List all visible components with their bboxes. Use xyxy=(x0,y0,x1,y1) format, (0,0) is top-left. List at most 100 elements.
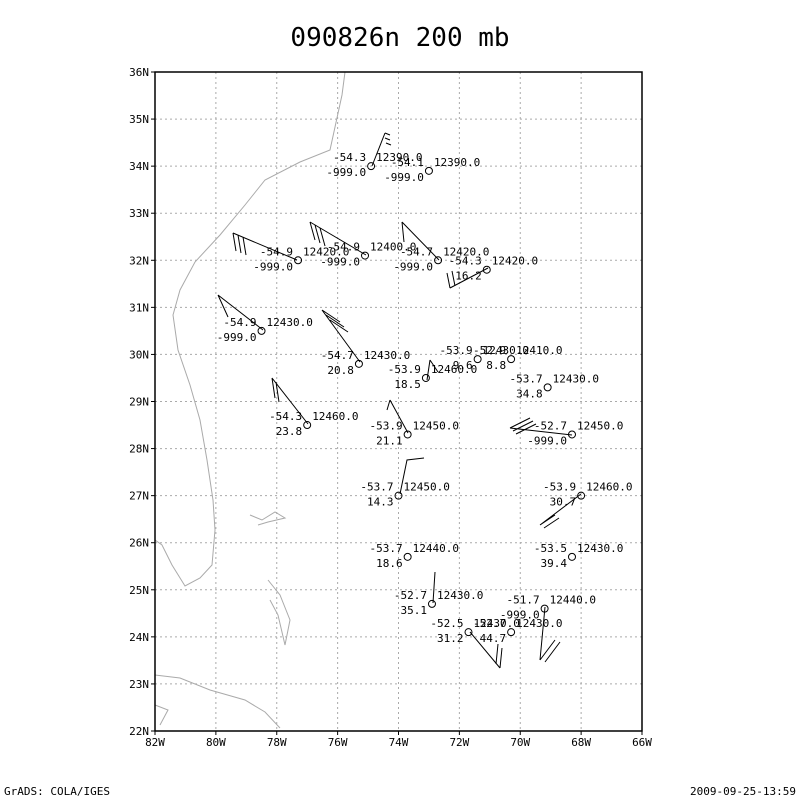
station-dewpoint: 35.1 xyxy=(400,604,427,617)
station-dewpoint: -999.0 xyxy=(393,260,433,273)
station-temp: -53.7 xyxy=(360,481,393,494)
y-tick-label: 28N xyxy=(129,443,149,456)
station-temp: -52.5 xyxy=(430,617,463,630)
station-temp: -54.3 xyxy=(333,151,366,164)
station-dewpoint: 34.8 xyxy=(516,387,543,400)
station-dewpoint: -999.0 xyxy=(253,260,293,273)
station-height: 12460.0 xyxy=(312,410,358,423)
y-tick-label: 27N xyxy=(129,490,149,503)
station-temp: -54.3 xyxy=(449,255,482,268)
station-temp: -53.7 xyxy=(510,372,543,385)
station-height: 12400.0 xyxy=(370,241,416,254)
station-dewpoint: -999.0 xyxy=(320,256,360,269)
station-height: 12460.0 xyxy=(431,363,477,376)
y-tick-label: 32N xyxy=(129,254,149,267)
station-height: 12430.0 xyxy=(474,617,520,630)
station-dewpoint: -999.0 xyxy=(527,434,567,447)
station-dewpoint: 20.8 xyxy=(327,364,354,377)
station-height: 12420.0 xyxy=(443,245,489,258)
station-temp: -52.7 xyxy=(394,589,427,602)
station-temp: -53.5 xyxy=(534,542,567,555)
station-marker xyxy=(424,166,433,175)
station-dewpoint: 23.8 xyxy=(276,425,303,438)
station-marker xyxy=(354,359,363,368)
y-tick-label: 24N xyxy=(129,631,149,644)
station-height: 12450.0 xyxy=(413,419,459,432)
station-marker xyxy=(403,430,412,439)
y-tick-label: 35N xyxy=(129,113,149,126)
station-marker xyxy=(394,491,403,500)
y-tick-label: 36N xyxy=(129,66,149,79)
x-tick-label: 78W xyxy=(267,736,287,749)
station-temp: -54.3 xyxy=(269,410,302,423)
x-tick-label: 76W xyxy=(328,736,348,749)
station-dewpoint: 16.2 xyxy=(455,270,482,283)
y-tick-label: 34N xyxy=(129,160,149,173)
station-dewpoint: 18.6 xyxy=(376,557,403,570)
station-temp: -53.9 xyxy=(543,481,576,494)
station-height: 12420.0 xyxy=(303,245,349,258)
y-tick-label: 25N xyxy=(129,584,149,597)
wind-barbs xyxy=(217,132,582,669)
station-height: 12430.0 xyxy=(516,617,562,630)
station-temp: -52.9 xyxy=(473,344,506,357)
station-marker xyxy=(303,421,312,430)
station-temp: -52.7 xyxy=(534,419,567,432)
station-temp: -54.1 xyxy=(391,156,424,169)
station-height: 12430.0 xyxy=(553,372,599,385)
station-temp: -53.9 xyxy=(388,363,421,376)
y-tick-label: 22N xyxy=(129,725,149,738)
station-dewpoint: 39.4 xyxy=(540,557,567,570)
station-temp: -51.7 xyxy=(506,594,539,607)
station-temp: -54.9 xyxy=(223,316,256,329)
station-height: 12410.0 xyxy=(516,344,562,357)
station-marker xyxy=(361,251,370,260)
frame xyxy=(154,71,643,732)
station-marker xyxy=(367,162,376,171)
station-dewpoint: -999.0 xyxy=(326,166,366,179)
station-dewpoint: 31.2 xyxy=(437,632,464,645)
station-dewpoint: 8.8 xyxy=(486,359,506,372)
station-temp: -54.9 xyxy=(327,241,360,254)
y-tick-label: 30N xyxy=(129,348,149,361)
station-temp: -53.9 xyxy=(440,344,473,357)
station-marker xyxy=(421,373,430,382)
station-marker xyxy=(577,491,586,500)
coastline xyxy=(154,71,346,729)
x-tick-label: 68W xyxy=(571,736,591,749)
station-temp: -54.9 xyxy=(260,245,293,258)
station-temp: -53.7 xyxy=(370,542,403,555)
x-tick-label: 66W xyxy=(632,736,652,749)
station-height: 12440.0 xyxy=(413,542,459,555)
station-dewpoint: 44.7 xyxy=(480,632,507,645)
station-height: 12430.0 xyxy=(267,316,313,329)
station-dewpoint: -999.0 xyxy=(217,331,257,344)
y-tick-label: 26N xyxy=(129,537,149,550)
footer-left: GrADS: COLA/IGES xyxy=(4,785,110,798)
x-tick-label: 72W xyxy=(449,736,469,749)
station-dewpoint: 14.3 xyxy=(367,496,394,509)
x-tick-label: 74W xyxy=(389,736,409,749)
station-height: 12440.0 xyxy=(550,594,596,607)
station-marker xyxy=(543,383,552,392)
station-height: 12450.0 xyxy=(404,481,450,494)
y-tick-label: 31N xyxy=(129,301,149,314)
station-temp: -53.9 xyxy=(370,419,403,432)
station-marker xyxy=(540,604,549,613)
station-marker xyxy=(567,430,576,439)
station-height: 12390.0 xyxy=(376,151,422,164)
station-dewpoint: -999.0 xyxy=(500,609,540,622)
station-marker xyxy=(482,265,491,274)
y-tick-label: 33N xyxy=(129,207,149,220)
station-temp: -52.7 xyxy=(473,617,506,630)
station-marker xyxy=(403,552,412,561)
y-tick-label: 23N xyxy=(129,678,149,691)
map-title: 090826n 200 mb xyxy=(290,23,509,53)
station-height: 12430.0 xyxy=(577,542,623,555)
station-height: 12450.0 xyxy=(577,419,623,432)
x-tick-label: 80W xyxy=(206,736,226,749)
station-height: 12430.0 xyxy=(364,349,410,362)
station-marker xyxy=(507,628,516,637)
station-marker xyxy=(507,355,516,364)
